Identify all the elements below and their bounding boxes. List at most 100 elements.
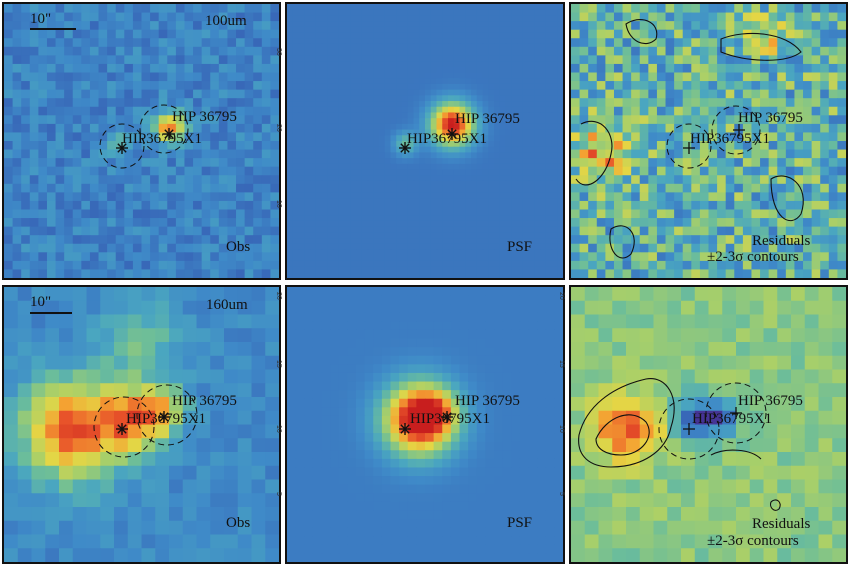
- pixel: [665, 252, 675, 262]
- pixel: [38, 183, 48, 193]
- pixel: [742, 115, 753, 125]
- pixel: [571, 226, 581, 236]
- pixel: [468, 338, 478, 348]
- pixel: [476, 32, 484, 39]
- pixel: [820, 72, 830, 82]
- pixel: [237, 369, 253, 384]
- pixel: [820, 81, 830, 91]
- pixel: [321, 123, 328, 131]
- pixel: [471, 226, 478, 233]
- pixel: [785, 243, 796, 253]
- pixel: [396, 43, 403, 51]
- pixel: [367, 226, 374, 233]
- pixel: [751, 158, 761, 168]
- pixel: [201, 226, 211, 236]
- pixel: [196, 300, 211, 316]
- pixel: [436, 118, 443, 125]
- pixel: [485, 338, 495, 348]
- pixel: [674, 72, 684, 82]
- pixel: [12, 166, 22, 176]
- pixel: [298, 158, 305, 165]
- pixel: [407, 21, 415, 28]
- pixel: [338, 180, 346, 188]
- pixel: [196, 287, 211, 302]
- pixel: [777, 192, 787, 202]
- pixel: [534, 272, 541, 278]
- pixel: [785, 81, 796, 91]
- pixel: [327, 203, 334, 211]
- pixel: [251, 438, 266, 453]
- pixel: [29, 46, 39, 56]
- pixel: [390, 112, 397, 119]
- pixel: [517, 175, 524, 182]
- pixel: [350, 192, 357, 199]
- pixel: [261, 166, 271, 176]
- pixel: [344, 123, 351, 131]
- pixel: [89, 226, 100, 236]
- pixel: [175, 4, 186, 14]
- pixel: [699, 115, 710, 125]
- pixel: [86, 424, 101, 439]
- pixel: [158, 81, 168, 91]
- pixel: [81, 218, 91, 228]
- pixel: [184, 4, 194, 14]
- pixel: [396, 152, 403, 159]
- pixel: [505, 4, 512, 11]
- pixel: [350, 203, 357, 211]
- pixel: [150, 209, 160, 219]
- pixel: [777, 158, 787, 168]
- pixel: [471, 95, 478, 102]
- pixel: [150, 269, 160, 278]
- pixel: [321, 243, 328, 251]
- pixel: [304, 123, 311, 131]
- pixel: [534, 232, 541, 239]
- pixel: [390, 129, 397, 136]
- pixel: [100, 355, 115, 371]
- pixel: [691, 260, 701, 271]
- pixel: [476, 146, 484, 154]
- pixel: [537, 312, 547, 322]
- pixel: [107, 21, 117, 31]
- pixel: [571, 12, 581, 22]
- pixel: [193, 115, 203, 125]
- pixel: [167, 226, 177, 236]
- pixel: [89, 209, 100, 219]
- pixel: [312, 287, 323, 297]
- pixel: [674, 38, 684, 48]
- pixel: [298, 186, 305, 193]
- pixel: [488, 186, 495, 193]
- pixel: [390, 329, 400, 340]
- pixel: [253, 29, 263, 39]
- pixel: [742, 123, 753, 134]
- pixel: [270, 260, 279, 271]
- pixel: [471, 272, 478, 278]
- pixel: [717, 29, 727, 39]
- pixel: [100, 452, 115, 467]
- pixel: [494, 49, 501, 56]
- pixel: [453, 260, 461, 268]
- pixel: [169, 314, 184, 329]
- pixel: [29, 63, 39, 74]
- pixel: [499, 243, 507, 251]
- pixel: [150, 260, 160, 271]
- pixel: [167, 12, 177, 22]
- pixel: [304, 112, 311, 119]
- pixel: [476, 338, 486, 348]
- pixel: [310, 38, 317, 45]
- pixel: [312, 295, 323, 305]
- pixel: [725, 89, 735, 99]
- pixel: [557, 249, 563, 256]
- pixel: [100, 300, 115, 316]
- pixel: [540, 26, 547, 34]
- pixel: [519, 304, 530, 314]
- pixel: [803, 141, 813, 151]
- pixel: [224, 520, 239, 536]
- pixel: [210, 548, 225, 562]
- pixel: [742, 243, 753, 253]
- pixel: [201, 72, 211, 82]
- pixel: [265, 548, 279, 562]
- pixel: [419, 118, 426, 125]
- pixel: [127, 438, 143, 453]
- pixel: [224, 355, 239, 371]
- pixel: [571, 235, 581, 245]
